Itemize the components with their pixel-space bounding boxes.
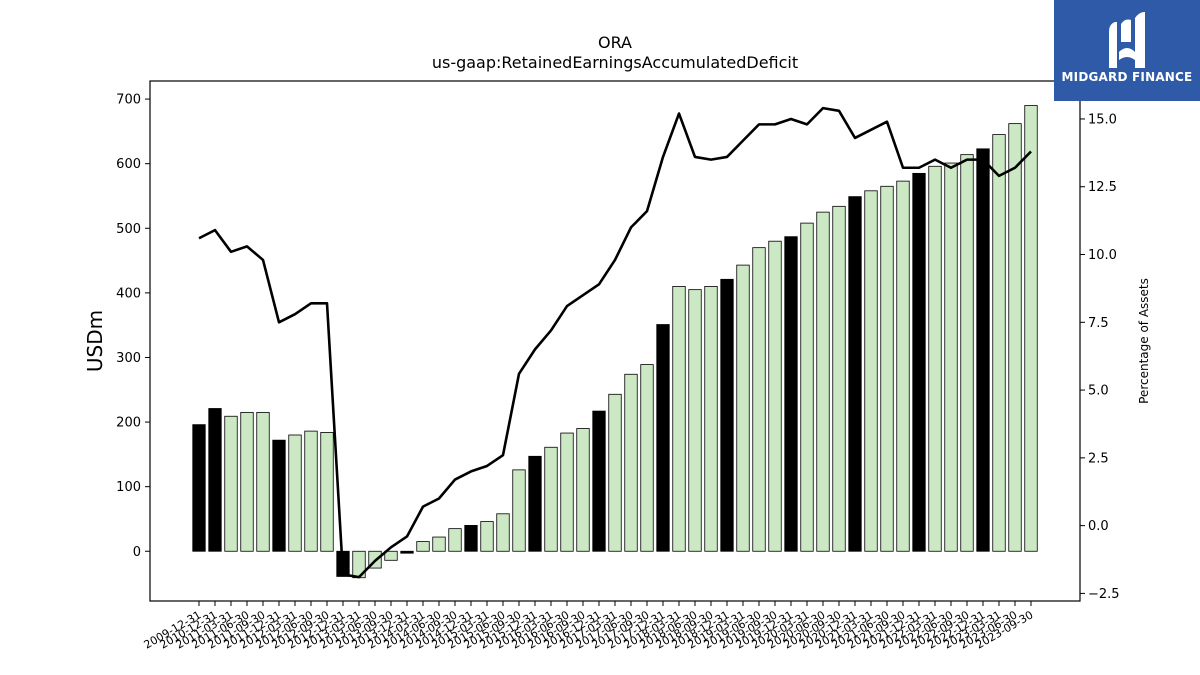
bar-2015-12-31 — [528, 455, 542, 552]
bar-2016-06-30 — [560, 432, 574, 552]
bar-2016-03-31 — [544, 446, 558, 552]
bar-2014-12-31 — [464, 525, 478, 552]
y2-axis-label: Percentage of Assets — [1137, 278, 1151, 404]
bar-2017-12-31 — [656, 324, 670, 552]
bar-2022-12-31 — [976, 148, 990, 552]
bar-2021-09-30 — [896, 180, 910, 552]
y2-tick-label: 5.0 — [1088, 384, 1109, 399]
y2-tick-label: 12.5 — [1088, 180, 1117, 195]
y-tick-label: 100 — [116, 480, 141, 495]
bar-2023-03-31 — [992, 134, 1006, 552]
y-axis-left: 0 100 200 300 400 500 600 700 — [116, 93, 150, 560]
bar-2011-06-30 — [240, 411, 254, 552]
bar-2017-09-30 — [640, 364, 654, 552]
y2-tick-label: 10.0 — [1088, 248, 1117, 263]
bar-2012-06-30 — [304, 430, 318, 552]
bar-2013-09-30 — [384, 550, 398, 561]
bar-2012-09-30 — [320, 431, 334, 552]
midgard-finance-logo: MIDGARD FINANCE — [1054, 0, 1200, 101]
y-axis-right: −2.5 0.0 2.5 5.0 7.5 10.0 12.5 15.0 — [1080, 112, 1120, 602]
bar-2014-06-30 — [432, 536, 446, 552]
line-series — [198, 106, 1032, 579]
y-tick-label: 200 — [116, 416, 141, 431]
bar-2012-03-31 — [288, 434, 302, 552]
bar-2021-03-31 — [864, 190, 878, 552]
chart-subtitle: us-gaap:RetainedEarningsAccumulatedDefic… — [432, 53, 798, 72]
bar-2019-06-30 — [752, 247, 766, 552]
bar-2020-03-31 — [800, 222, 814, 552]
bar-2023-09-30 — [1024, 105, 1038, 552]
y2-tick-label: −2.5 — [1088, 587, 1120, 602]
bar-2019-12-31 — [784, 236, 798, 552]
bar-2011-12-31 — [272, 439, 286, 552]
bar-2020-09-30 — [832, 205, 846, 552]
bar-2019-03-31 — [736, 264, 750, 552]
bar-2017-03-31 — [608, 393, 622, 552]
bar-2018-03-31 — [672, 286, 686, 552]
x-axis: 2009-12-312010-12-312011-03-312011-06-30… — [142, 601, 1036, 652]
bar-2014-09-30 — [448, 528, 462, 552]
bar-2013-12-31 — [400, 550, 414, 554]
logo-text: MIDGARD FINANCE — [1061, 70, 1193, 84]
bar-2018-12-31 — [720, 278, 734, 552]
y-tick-label: 0 — [133, 545, 141, 560]
y-axis-label: USDm — [83, 310, 107, 372]
chart-title: ORA — [598, 33, 632, 52]
y-tick-label: 400 — [116, 286, 141, 301]
bar-2011-03-31 — [224, 415, 238, 552]
bar-2023-06-30 — [1008, 123, 1022, 552]
midgard-m-logo-icon — [1109, 12, 1145, 68]
bar-2010-12-31 — [208, 408, 222, 552]
bar-2015-09-30 — [512, 469, 526, 552]
bar-2021-06-30 — [880, 185, 894, 552]
bar-2021-12-31 — [912, 172, 926, 552]
bar-2014-03-31 — [416, 541, 430, 552]
percentage-of-assets-line — [198, 106, 1032, 579]
y2-tick-label: 0.0 — [1088, 519, 1109, 534]
bar-series — [192, 105, 1038, 579]
bar-2019-09-30 — [768, 240, 782, 552]
bar-2022-09-30 — [960, 154, 974, 552]
bar-2018-06-30 — [688, 289, 702, 552]
y-tick-label: 600 — [116, 157, 141, 172]
bar-2016-09-30 — [576, 428, 590, 552]
y-tick-label: 700 — [116, 93, 141, 108]
bar-2020-06-30 — [816, 211, 830, 552]
bar-2022-06-30 — [944, 162, 958, 552]
y2-tick-label: 7.5 — [1088, 316, 1109, 331]
bar-2015-06-30 — [496, 513, 510, 552]
y-tick-label: 500 — [116, 222, 141, 237]
y-tick-label: 300 — [116, 351, 141, 366]
bar-2016-12-31 — [592, 410, 606, 552]
bar-2015-03-31 — [480, 521, 494, 552]
bar-2009-12-31 — [192, 424, 206, 552]
bar-2018-09-30 — [704, 286, 718, 552]
bar-2011-09-30 — [256, 411, 270, 552]
bar-2017-06-30 — [624, 373, 638, 552]
y2-tick-label: 2.5 — [1088, 451, 1109, 466]
y2-tick-label: 15.0 — [1088, 112, 1117, 127]
bar-2022-03-31 — [928, 165, 942, 552]
bar-2020-12-31 — [848, 196, 862, 552]
